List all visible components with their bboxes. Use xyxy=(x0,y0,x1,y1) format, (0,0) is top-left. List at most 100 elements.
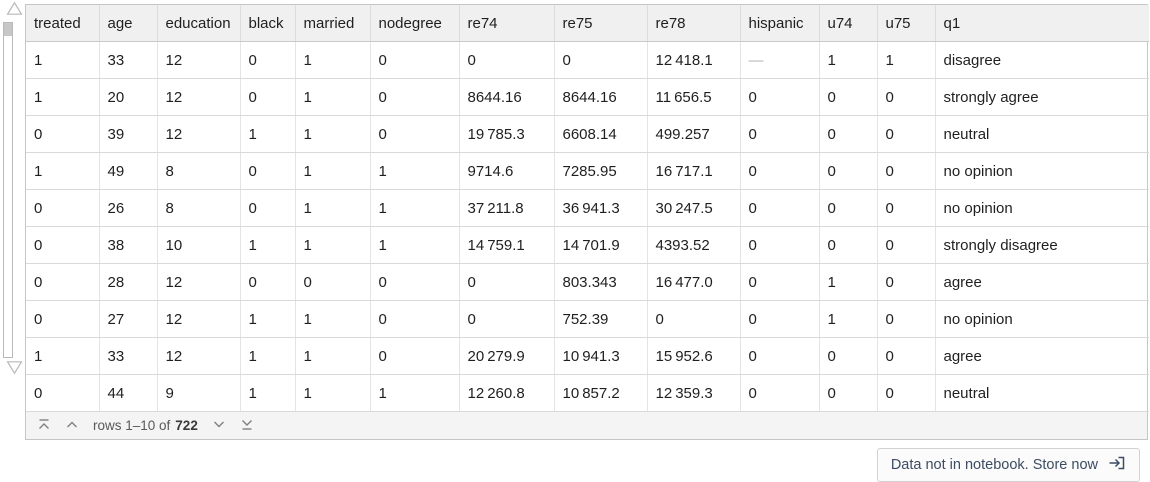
table-cell: 0 xyxy=(819,374,878,412)
vertical-scrollbar[interactable] xyxy=(3,22,13,358)
column-header-u74[interactable]: u74 xyxy=(819,5,878,42)
table-cell: no opinion xyxy=(935,152,1149,190)
table-cell: 0 xyxy=(370,115,460,153)
table-cell: 4393.52 xyxy=(647,226,741,264)
table-cell: no opinion xyxy=(935,189,1149,227)
table-cell: 1 xyxy=(819,263,878,301)
store-now-button[interactable]: Data not in notebook. Store now xyxy=(876,448,1140,482)
table-cell: 0 xyxy=(740,374,820,412)
table-cell: 0 xyxy=(370,78,460,116)
table-cell: 0 xyxy=(554,41,648,79)
column-header-black[interactable]: black xyxy=(240,5,296,42)
table-cell: 1 xyxy=(370,374,460,412)
table-cell: 1 xyxy=(26,152,100,190)
table-cell: 1 xyxy=(370,152,460,190)
table-cell: 1 xyxy=(295,41,371,79)
table-cell: 0 xyxy=(740,300,820,338)
table-cell: 0 xyxy=(819,337,878,375)
table-cell: 1 xyxy=(295,300,371,338)
table-cell: 0 xyxy=(459,41,555,79)
table-cell: 0 xyxy=(877,152,936,190)
table-cell: 1 xyxy=(819,300,878,338)
store-now-label: Data not in notebook. Store now xyxy=(890,457,1098,473)
triangle-down-icon xyxy=(5,361,23,378)
table-cell: 20 279.9 xyxy=(459,337,555,375)
column-header-age[interactable]: age xyxy=(99,5,158,42)
table-cell: 0 xyxy=(740,263,820,301)
column-header-treated[interactable]: treated xyxy=(26,5,100,42)
column-header-hispanic[interactable]: hispanic xyxy=(740,5,820,42)
table-cell: 30 247.5 xyxy=(647,189,741,227)
table-cell: 0 xyxy=(740,78,820,116)
table-cell: 1 xyxy=(240,337,296,375)
table-cell: 0 xyxy=(819,189,878,227)
table-cell: 33 xyxy=(99,337,158,375)
table-cell: 0 xyxy=(240,41,296,79)
table-cell: 0 xyxy=(26,374,100,412)
table-cell: 8644.16 xyxy=(554,78,648,116)
last-page-button[interactable] xyxy=(240,418,254,434)
prev-page-button[interactable] xyxy=(65,418,79,434)
table-cell: 1 xyxy=(295,78,371,116)
table-cell: 0 xyxy=(240,152,296,190)
table-cell: 1 xyxy=(26,337,100,375)
table-cell: 0 xyxy=(819,78,878,116)
table-cell: 10 857.2 xyxy=(554,374,648,412)
table-cell: 1 xyxy=(295,152,371,190)
column-header-q1[interactable]: q1 xyxy=(935,5,1149,42)
table-cell: 1 xyxy=(370,226,460,264)
pagination-bar: rows 1–10 of 722 xyxy=(26,412,1147,439)
table-cell: 14 759.1 xyxy=(459,226,555,264)
store-banner: Data not in notebook. Store now xyxy=(876,448,1140,482)
arrow-into-bracket-icon xyxy=(1108,455,1126,475)
rows-total: 722 xyxy=(175,418,198,433)
table-cell: 0 xyxy=(370,337,460,375)
table-cell: 8644.16 xyxy=(459,78,555,116)
first-page-button[interactable] xyxy=(37,418,51,434)
table-cell: 12 xyxy=(157,337,241,375)
table-cell: 0 xyxy=(819,226,878,264)
column-header-re74[interactable]: re74 xyxy=(459,5,555,42)
table-row: 0 28 12 0 0 0 0 803.343 16 477.0 0 1 0 agree xyxy=(26,263,1149,301)
header-row: treated age education black married nodegree r… xyxy=(26,5,1149,42)
table-cell: strongly agree xyxy=(935,78,1149,116)
table-cell: 0 xyxy=(370,41,460,79)
table-cell: neutral xyxy=(935,115,1149,153)
table-cell: 1 xyxy=(819,41,878,79)
column-header-married[interactable]: married xyxy=(295,5,371,42)
rows-range-label: rows 1–10 of 722 xyxy=(93,418,198,433)
table-cell: 752.39 xyxy=(554,300,648,338)
column-header-education[interactable]: education xyxy=(157,5,241,42)
table-cell: 12 xyxy=(157,41,241,79)
table-cell: 0 xyxy=(459,263,555,301)
table-cell: 0 xyxy=(370,263,460,301)
chevron-up-icon xyxy=(65,418,79,434)
table-cell: — xyxy=(740,41,820,79)
scroll-up-button[interactable] xyxy=(5,1,23,17)
table-body: 1 33 12 0 1 0 0 0 12 418.1—1 1 disagree 1 20 12 0 1 0 864… xyxy=(26,41,1149,412)
column-header-u75[interactable]: u75 xyxy=(877,5,936,42)
table-cell: 0 xyxy=(240,263,296,301)
scrollbar-thumb[interactable] xyxy=(4,23,12,36)
triangle-up-icon xyxy=(5,1,23,19)
column-header-re78[interactable]: re78 xyxy=(647,5,741,42)
table-cell: 1 xyxy=(240,300,296,338)
table-cell: 14 701.9 xyxy=(554,226,648,264)
column-header-re75[interactable]: re75 xyxy=(554,5,648,42)
table-cell: 28 xyxy=(99,263,158,301)
table-cell: 0 xyxy=(26,189,100,227)
table-cell: 0 xyxy=(370,300,460,338)
table-cell: 0 xyxy=(459,300,555,338)
table-cell: 0 xyxy=(26,115,100,153)
table-cell: 0 xyxy=(877,115,936,153)
table-cell: 0 xyxy=(26,300,100,338)
table-row: 1 20 12 0 1 0 8644.16 8644.16 11 656.5 0 0 0 strongl… xyxy=(26,78,1149,116)
next-page-button[interactable] xyxy=(212,418,226,434)
table-cell: strongly disagree xyxy=(935,226,1149,264)
table-cell: 0 xyxy=(240,189,296,227)
data-table[interactable]: treated age education black married nodegree r… xyxy=(25,4,1149,440)
table-cell: 12 xyxy=(157,300,241,338)
table-cell: 0 xyxy=(877,78,936,116)
scroll-down-button[interactable] xyxy=(5,360,23,376)
column-header-nodegree[interactable]: nodegree xyxy=(370,5,460,42)
